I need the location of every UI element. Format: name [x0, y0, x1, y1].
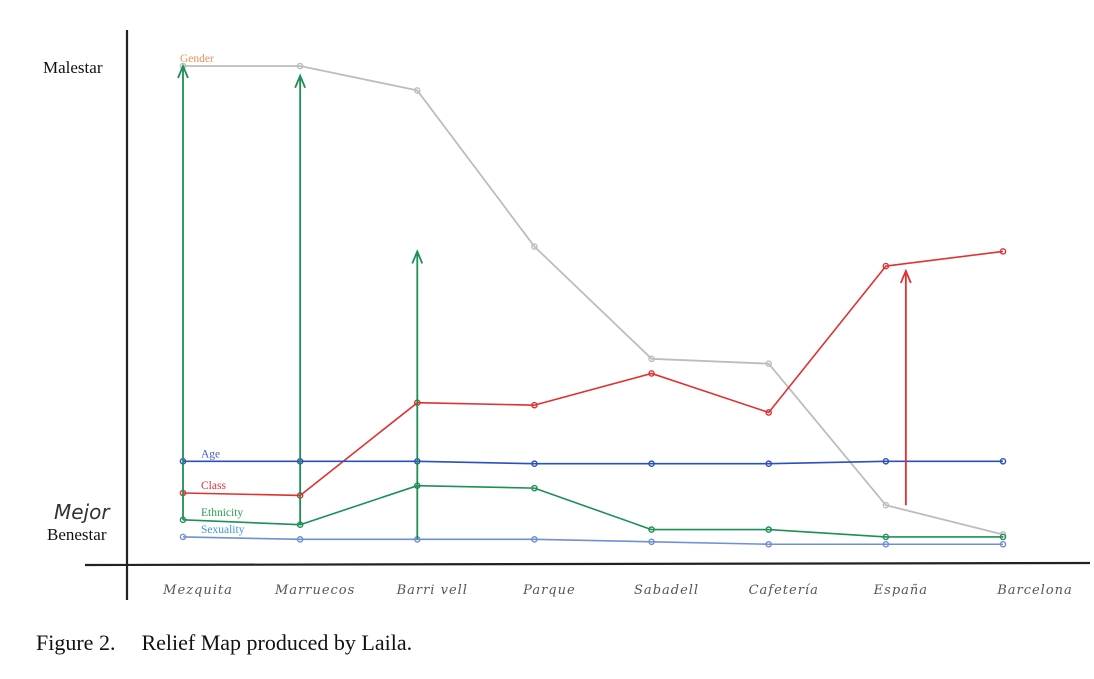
- series-point-gender-cafeteria: [765, 360, 773, 367]
- series-point-age-sabadell: [648, 460, 655, 468]
- y-bottom-label: Benestar: [47, 525, 107, 544]
- series-point-age-cafeteria: [765, 460, 773, 468]
- series-point-sexuality-cafeteria: [765, 540, 773, 548]
- series-label-ethnicity: Ethnicity: [201, 507, 243, 519]
- relief-map-figure: Malestar Mejor Benestar Gender Class Age Et…: [43, 30, 1091, 600]
- arrow-ethnicity-barri-vell-head: [411, 249, 424, 264]
- relief-map-chart: Malestar Mejor Benestar Gender Class Age Et…: [43, 30, 1091, 600]
- series-point-sexuality-marruecos: [296, 536, 304, 543]
- series-line-sexuality: [182, 536, 1003, 546]
- series-label-layer: Gender Class Age Ethnicity Sexuality: [180, 53, 245, 536]
- series-label-gender: Gender: [180, 53, 214, 65]
- arrow-ethnicity-mezquita-head: [177, 63, 189, 79]
- arrow-class-espana-head: [900, 268, 912, 284]
- series-point-class-cafeteria: [765, 409, 773, 416]
- series-point-age-parque: [531, 460, 538, 468]
- x-tick-label-barri-vell: Barri vell: [396, 583, 468, 598]
- series-point-gender-marruecos: [296, 62, 304, 70]
- series-line-gender: [183, 65, 1004, 536]
- series-point-class-barcelona: [999, 248, 1007, 255]
- series-point-ethnicity-cafeteria: [765, 526, 773, 533]
- y-top-label: Malestar: [43, 58, 103, 77]
- series-point-ethnicity-sabadell: [648, 526, 655, 533]
- series-label-sexuality: Sexuality: [201, 524, 245, 536]
- series-point-sexuality-sabadell: [648, 538, 655, 546]
- series-point-age-barcelona: [999, 457, 1007, 465]
- x-tick-label-sabadell: Sabadell: [634, 583, 699, 598]
- series-point-class-parque: [531, 401, 538, 409]
- x-tick-label-marruecos: Marruecos: [274, 583, 355, 598]
- series-point-ethnicity-parque: [531, 484, 538, 492]
- series-layer: [179, 62, 1007, 548]
- x-tick-label-barcelona: Barcelona: [996, 583, 1073, 598]
- series-label-class: Class: [201, 480, 226, 492]
- series-point-class-sabadell: [648, 370, 655, 377]
- x-tick-layer: Mezquita Marruecos Barri vell Parque Sabadel…: [162, 583, 1073, 598]
- x-axis-line: [84, 561, 1091, 567]
- arrow-layer: [177, 63, 912, 540]
- caption-number: Figure 2.: [36, 630, 116, 655]
- series-point-ethnicity-barcelona: [999, 533, 1007, 541]
- series-point-gender-parque: [531, 243, 538, 250]
- series-point-gender-espana: [882, 501, 890, 509]
- x-tick-label-mezquita: Mezquita: [162, 583, 233, 598]
- series-point-gender-sabadell: [648, 355, 655, 363]
- caption-text: Relief Map produced by Laila.: [141, 630, 413, 655]
- series-line-class: [182, 250, 1004, 497]
- figure-caption: Figure 2. Relief Map produced by Laila.: [36, 630, 1066, 656]
- series-label-age: Age: [201, 448, 220, 460]
- series-point-sexuality-parque: [531, 536, 538, 543]
- series-point-age-espana: [882, 457, 890, 465]
- series-line-age: [183, 460, 1003, 465]
- y-bottom-annotation: Mejor: [54, 500, 111, 524]
- series-point-sexuality-mezquita: [179, 533, 187, 541]
- series-point-ethnicity-espana: [882, 533, 890, 541]
- x-tick-label-espana: España: [873, 583, 928, 598]
- x-tick-label-cafeteria: Cafetería: [749, 583, 819, 598]
- series-point-sexuality-barcelona: [999, 540, 1007, 548]
- series-point-class-espana: [882, 262, 890, 270]
- arrow-ethnicity-marruecos-head: [294, 73, 306, 89]
- x-tick-label-parque: Parque: [522, 583, 576, 598]
- series-line-ethnicity: [182, 484, 1003, 538]
- series-point-sexuality-espana: [882, 540, 890, 548]
- series-point-gender-barri-vell: [413, 87, 421, 94]
